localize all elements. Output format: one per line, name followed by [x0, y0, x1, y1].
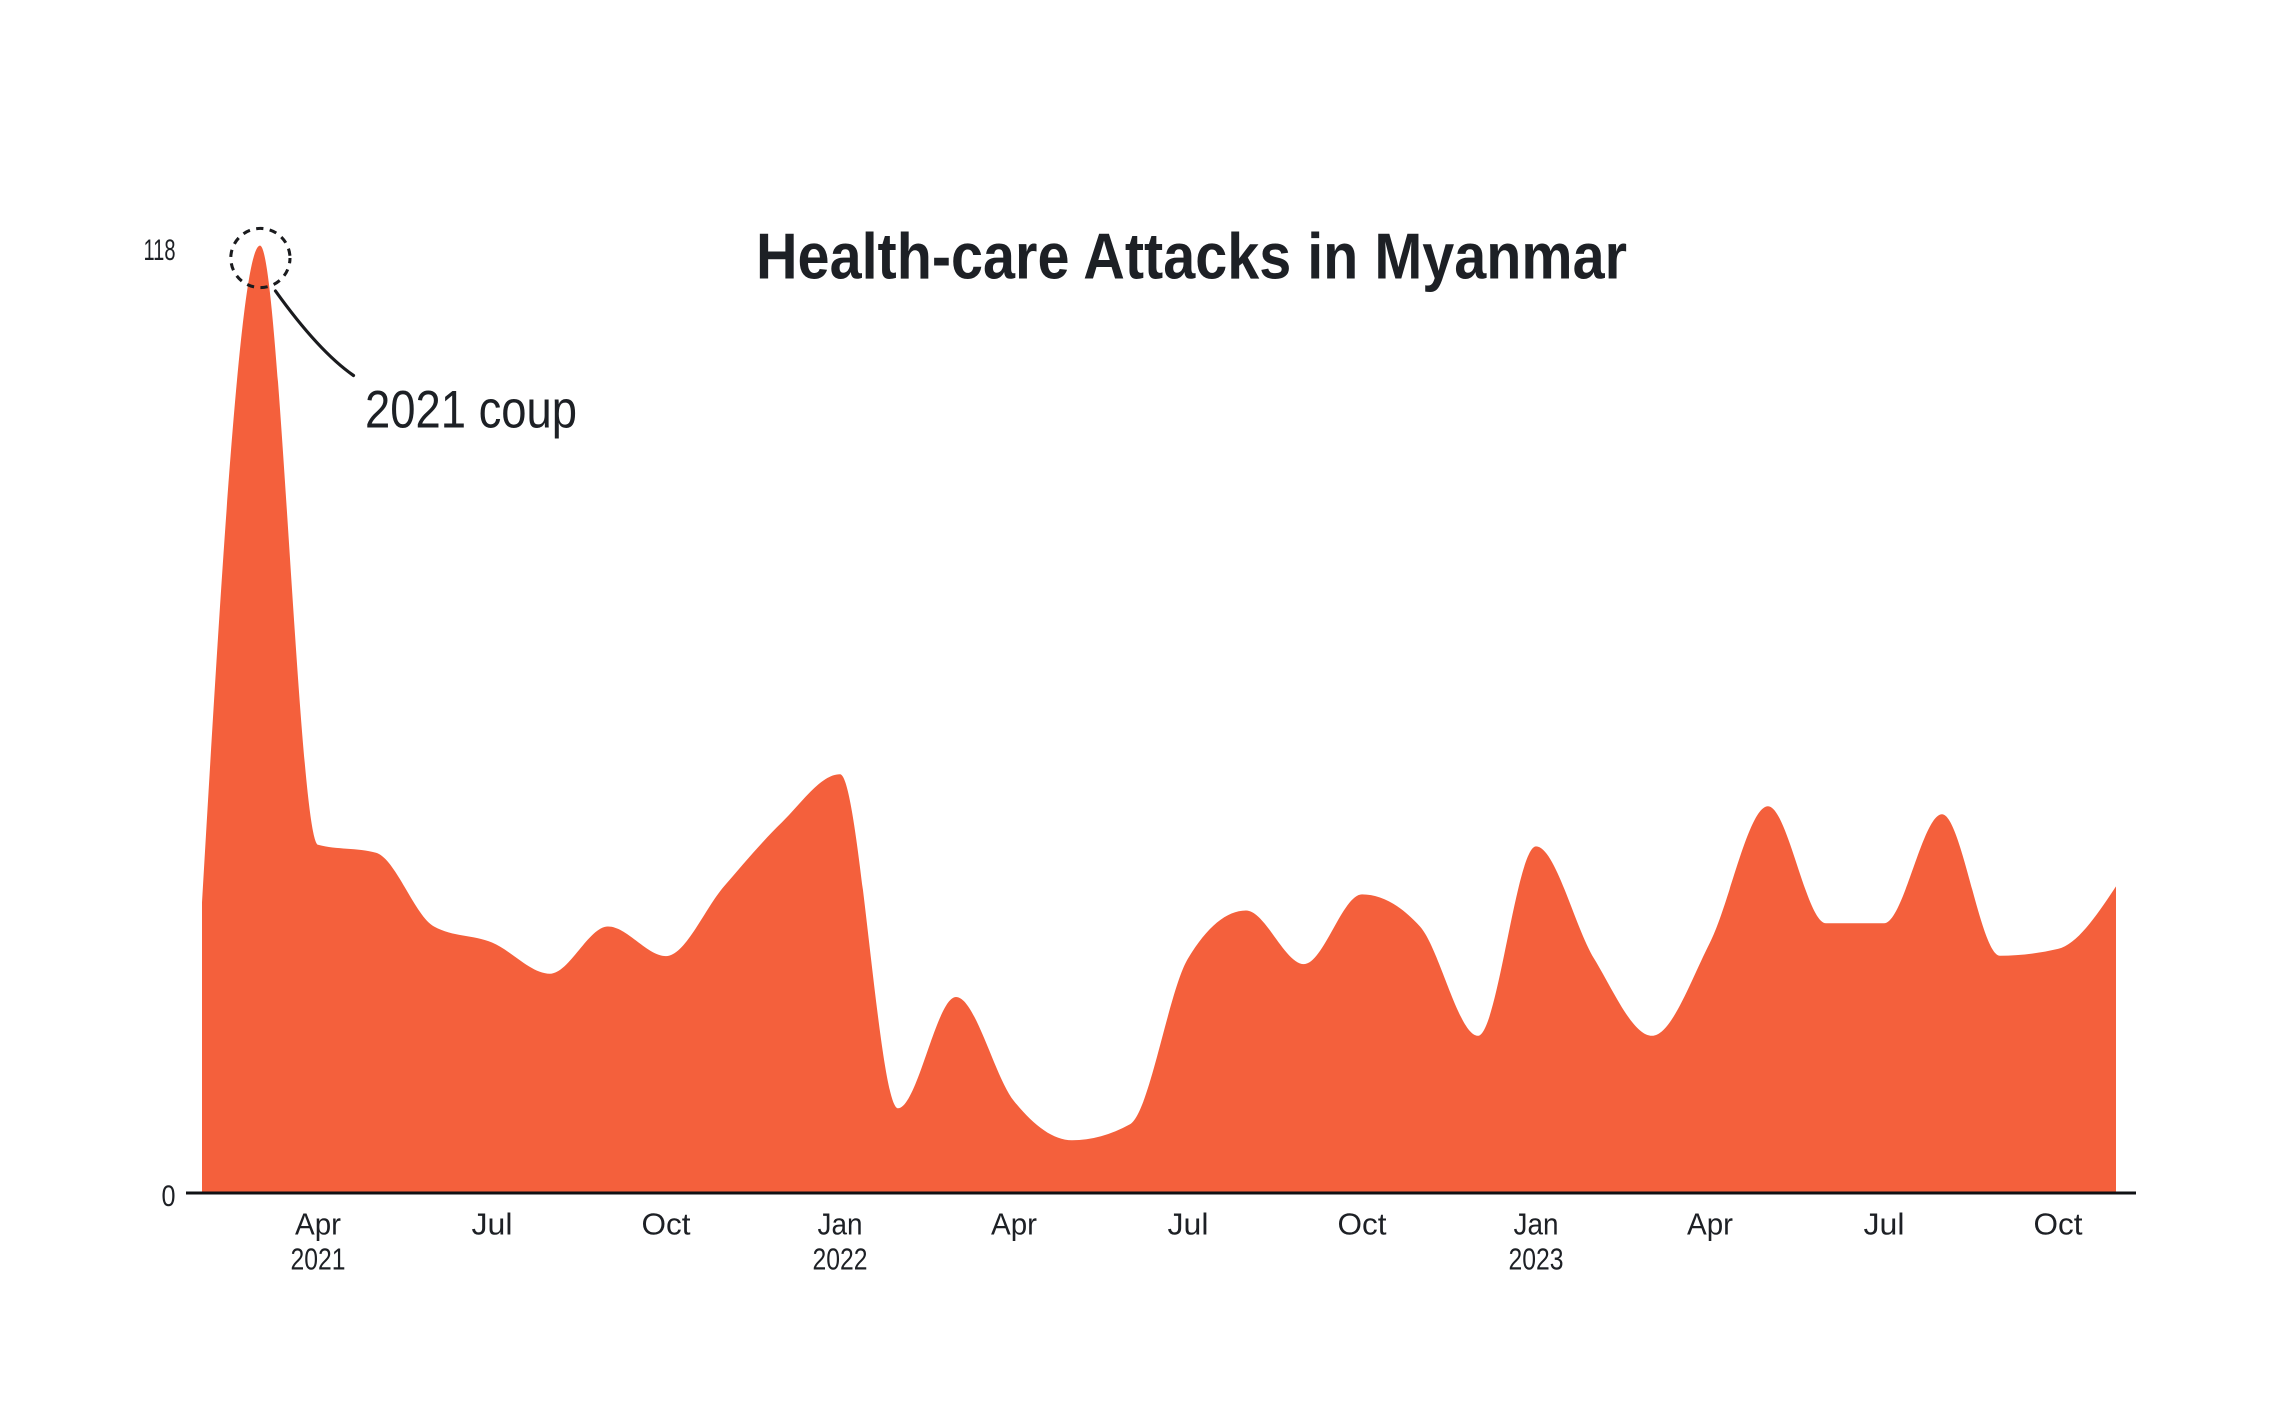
svg-text:Jan: Jan [1514, 1207, 1559, 1242]
svg-text:2021 coup: 2021 coup [365, 381, 577, 440]
svg-text:Jul: Jul [472, 1207, 513, 1242]
svg-text:Jul: Jul [1864, 1207, 1905, 1242]
svg-text:Apr: Apr [1687, 1207, 1733, 1242]
svg-text:Oct: Oct [2034, 1207, 2083, 1242]
svg-text:Jul: Jul [1168, 1207, 1209, 1242]
svg-text:Oct: Oct [642, 1207, 691, 1242]
svg-text:118: 118 [144, 234, 176, 267]
svg-text:2022: 2022 [813, 1242, 868, 1277]
svg-text:Apr: Apr [295, 1207, 341, 1242]
svg-text:Oct: Oct [1338, 1207, 1387, 1242]
svg-text:Health-care Attacks in Myanmar: Health-care Attacks in Myanmar [756, 220, 1627, 293]
svg-text:2021: 2021 [291, 1242, 346, 1277]
svg-text:Apr: Apr [991, 1207, 1037, 1242]
svg-text:2023: 2023 [1509, 1242, 1564, 1277]
svg-text:Jan: Jan [818, 1207, 863, 1242]
svg-text:0: 0 [162, 1180, 176, 1213]
